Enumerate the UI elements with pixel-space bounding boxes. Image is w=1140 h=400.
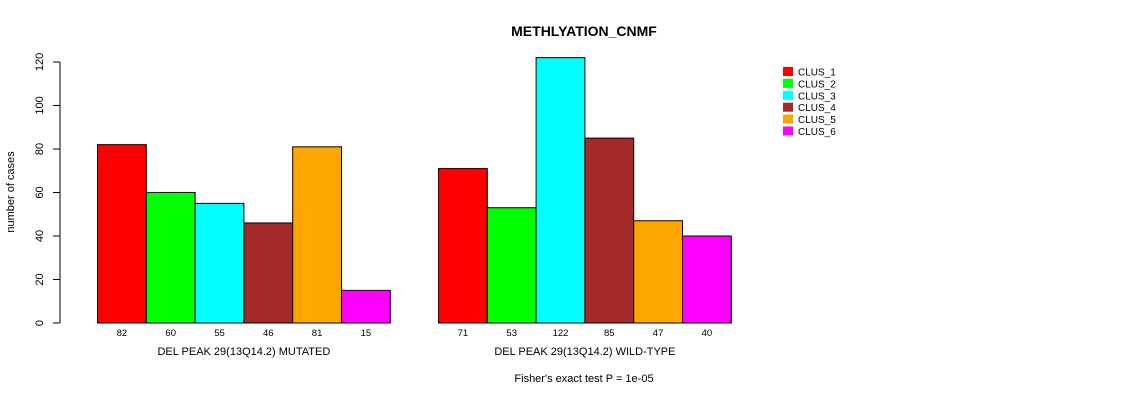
count-label: 55 bbox=[214, 328, 225, 339]
bar-clus-5 bbox=[292, 146, 343, 324]
count-label: 60 bbox=[165, 328, 176, 339]
count-labels: 82 60 55 46 81 15 71 53 122 85 47 40 bbox=[117, 328, 713, 339]
bar-clus-4 bbox=[584, 137, 635, 324]
bar-clus-2 bbox=[486, 207, 537, 324]
bar-clus-1 bbox=[97, 144, 147, 324]
y-tick-label: 60 bbox=[34, 186, 46, 198]
count-label: 46 bbox=[263, 328, 274, 339]
y-axis-label: number of cases bbox=[5, 151, 17, 233]
legend-label: CLUS_1 bbox=[798, 68, 836, 79]
count-label: 40 bbox=[702, 328, 713, 339]
count-label: 53 bbox=[506, 328, 517, 339]
y-tick-label: 80 bbox=[34, 143, 46, 155]
bar-clus-5 bbox=[633, 220, 684, 324]
y-tick-label: 100 bbox=[34, 96, 46, 114]
bar-clus-4 bbox=[243, 222, 294, 324]
count-label: 47 bbox=[653, 328, 664, 339]
group-label-wild-type: DEL PEAK 29(13Q14.2) WILD-TYPE bbox=[494, 346, 675, 358]
bar-clus-3 bbox=[535, 57, 586, 324]
legend-label: CLUS_4 bbox=[798, 103, 836, 114]
group-label-mutated: DEL PEAK 29(13Q14.2) MUTATED bbox=[157, 346, 330, 358]
y-tick-label: 20 bbox=[34, 273, 46, 285]
y-tick-label: 0 bbox=[34, 320, 46, 326]
y-tick-label: 120 bbox=[34, 53, 46, 71]
legend-swatch bbox=[783, 67, 793, 76]
legend-label: CLUS_2 bbox=[798, 79, 836, 90]
bars bbox=[97, 57, 732, 324]
legend-swatch bbox=[783, 126, 793, 136]
fisher-test-footnote: Fisher's exact test P = 1e-05 bbox=[514, 373, 653, 385]
count-label: 122 bbox=[553, 328, 569, 339]
bar-clus-1 bbox=[438, 168, 488, 324]
count-label: 71 bbox=[458, 328, 469, 339]
legend-label: CLUS_5 bbox=[798, 115, 836, 126]
count-label: 15 bbox=[361, 328, 372, 339]
legend-label: CLUS_3 bbox=[798, 91, 836, 102]
legend-swatch bbox=[783, 78, 793, 88]
bar-clus-6 bbox=[682, 235, 732, 324]
count-label: 81 bbox=[312, 328, 323, 339]
y-axis: 0 20 40 60 80 100 120 bbox=[34, 53, 61, 326]
bar-clus-2 bbox=[145, 192, 196, 324]
legend-label: CLUS_6 bbox=[798, 127, 836, 138]
legend-swatch bbox=[783, 90, 793, 100]
bar-clus-6 bbox=[341, 289, 391, 324]
chart-title: METHLYATION_CNMF bbox=[511, 23, 657, 39]
legend-swatch bbox=[783, 102, 793, 112]
y-tick-label: 40 bbox=[34, 230, 46, 242]
count-label: 85 bbox=[604, 328, 615, 339]
bar-clus-3 bbox=[194, 202, 245, 324]
count-label: 82 bbox=[117, 328, 128, 339]
legend-swatch bbox=[783, 114, 793, 124]
